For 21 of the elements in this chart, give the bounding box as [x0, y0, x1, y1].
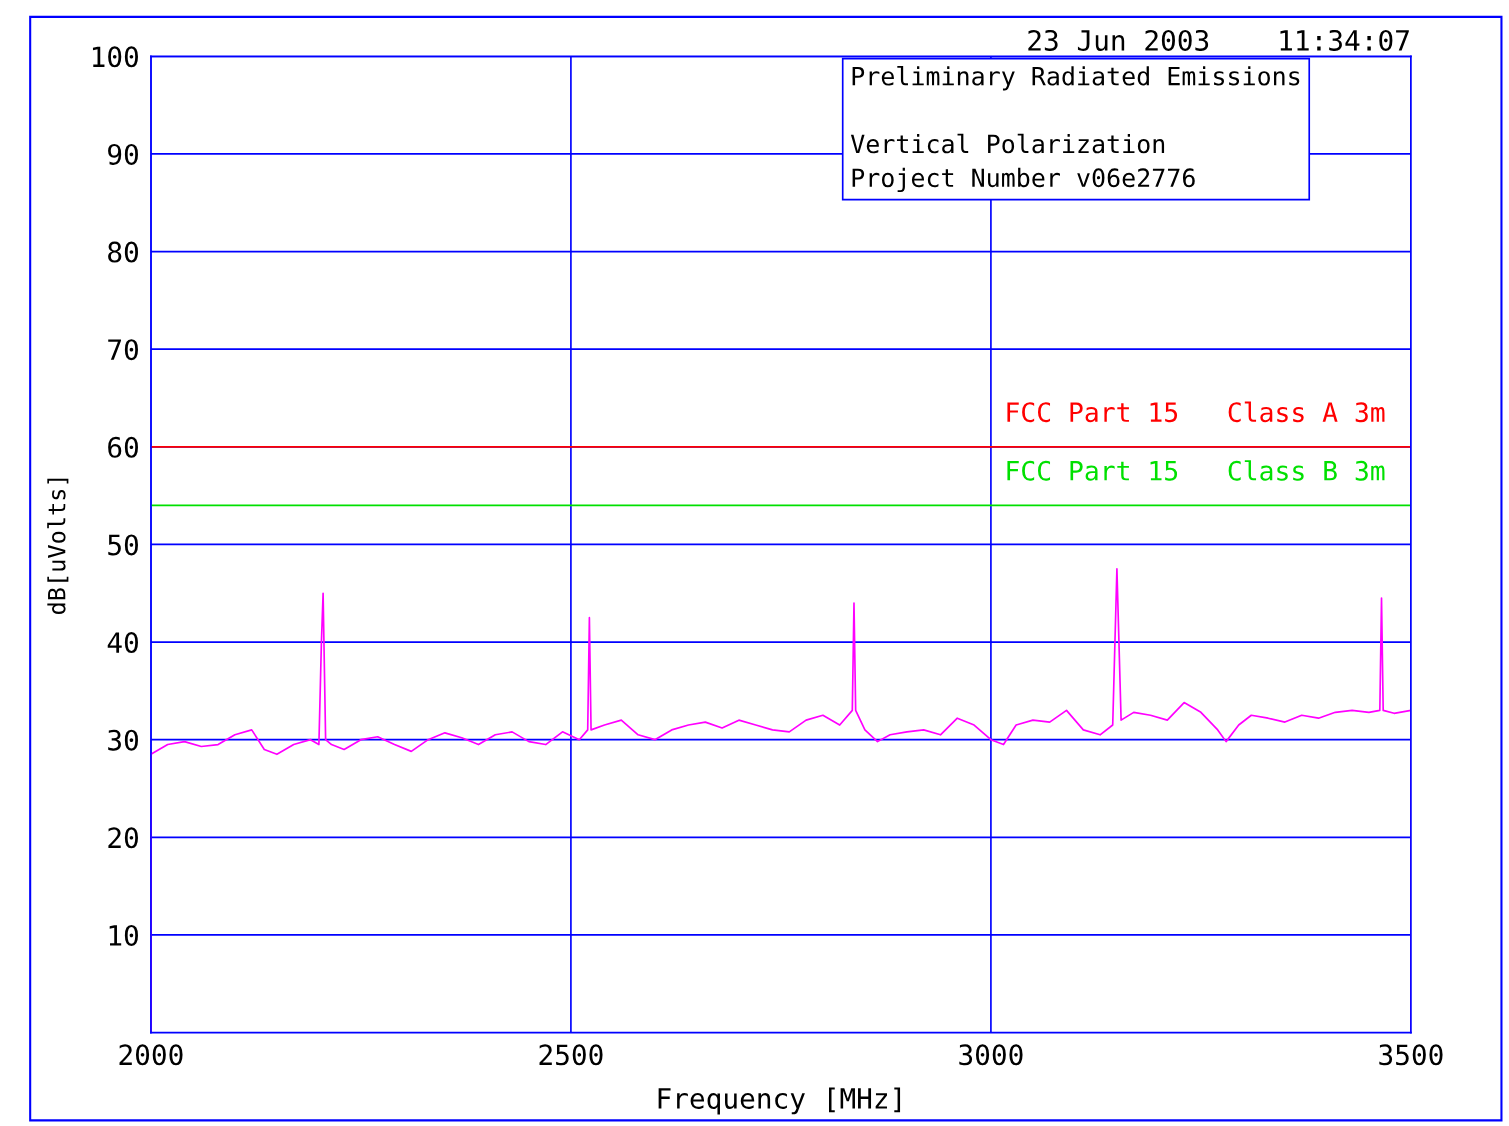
x-tick-label: 2500	[539, 1044, 603, 1066]
x-tick-label: 3000	[959, 1044, 1023, 1066]
y-tick-label: 80	[108, 241, 138, 263]
y-tick-label: 50	[108, 534, 138, 556]
annotation: Vertical Polarization Project Number v06e2776	[850, 133, 1195, 193]
ref-line-label: FCC Part 15 Class B 3m	[1007, 460, 1385, 481]
ref-line-label: FCC Part 15 Class A 3m	[1007, 401, 1385, 423]
x-tick-label: 2000	[119, 1044, 183, 1066]
y-tick-label: 60	[108, 436, 138, 458]
y-tick-label: 20	[108, 827, 138, 849]
y-tick-label: 70	[108, 339, 138, 361]
y-tick-label: 40	[107, 632, 138, 654]
y-axis-title: dB[uVolts]	[47, 478, 69, 615]
y-tick-label: 30	[108, 729, 138, 751]
annotation: Preliminary Radiated Emissions	[852, 66, 1300, 91]
chart-title: 23 Jun 2003 11:34:07	[1028, 29, 1409, 51]
x-tick-label: 3500	[1379, 1044, 1443, 1066]
x-axis-title: Frequency [MHz]	[658, 1087, 901, 1115]
y-tick-label: 10	[109, 924, 138, 946]
y-tick-label: 100	[92, 46, 138, 68]
y-tick-label: 90	[108, 143, 138, 165]
